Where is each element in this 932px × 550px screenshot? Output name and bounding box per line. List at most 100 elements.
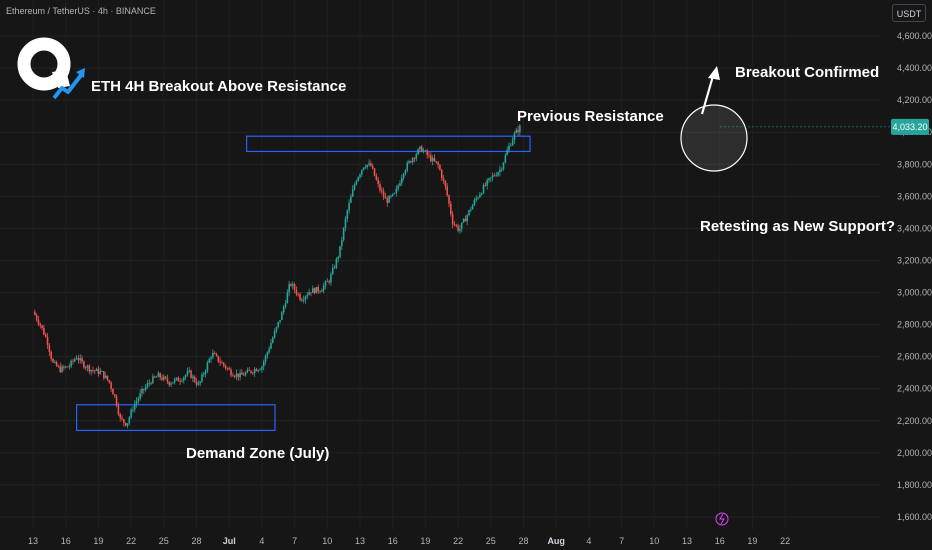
candle-body <box>439 165 441 171</box>
candle-body <box>113 394 116 397</box>
candle-body <box>66 366 69 368</box>
candle-body <box>124 422 127 426</box>
last-price-label: 4,033.20 <box>892 122 927 132</box>
candle-body <box>341 240 343 246</box>
candle-body <box>419 146 421 150</box>
candle-body <box>261 366 263 370</box>
candle-body <box>68 366 71 368</box>
candle-body <box>490 177 492 179</box>
candle-body <box>257 370 260 372</box>
candle-body <box>357 177 359 182</box>
candle-body <box>299 294 301 300</box>
candle-body <box>43 327 45 335</box>
candle-body <box>277 321 280 327</box>
demand-zone <box>75 404 276 432</box>
candle-body <box>55 361 58 367</box>
candle-body <box>411 158 414 163</box>
candle-body <box>81 358 83 362</box>
candle-body <box>199 381 201 384</box>
candle-body <box>130 409 132 418</box>
candle-body <box>101 371 103 372</box>
candle-body <box>224 365 227 369</box>
candle-body <box>511 140 514 146</box>
candle-body <box>453 224 456 226</box>
candle-body <box>388 196 390 203</box>
candle-body <box>61 366 63 373</box>
candle-body <box>415 154 418 159</box>
last-price-tag <box>891 118 929 135</box>
candle-body <box>288 284 290 293</box>
candle-body <box>255 369 258 372</box>
candle-body <box>459 228 461 231</box>
candle-body <box>212 352 214 358</box>
candle-body <box>148 382 151 384</box>
candle-body <box>506 150 508 156</box>
x-tick-label: 19 <box>747 536 757 546</box>
candle-body <box>95 368 98 371</box>
candle-body <box>208 359 211 363</box>
candle-body <box>201 374 203 382</box>
candle-body <box>422 150 425 152</box>
candle-body <box>70 360 72 367</box>
candle-body <box>311 288 314 294</box>
candle-body <box>428 154 430 156</box>
candle-body <box>339 245 341 258</box>
y-tick-label: 3,000.00 <box>897 288 932 298</box>
x-tick-label: 13 <box>682 536 692 546</box>
candle-body <box>93 370 96 372</box>
candle-body <box>397 185 399 189</box>
candle-body <box>248 369 250 371</box>
candle-body <box>313 288 316 294</box>
candle-body <box>246 369 249 373</box>
candle-body <box>404 170 407 174</box>
candle-body <box>508 145 510 151</box>
candle-body <box>488 178 490 181</box>
candle-body <box>391 193 394 196</box>
candle-body <box>204 370 207 375</box>
candle-body <box>137 398 140 402</box>
candle-body <box>497 172 499 176</box>
candle-body <box>195 381 198 385</box>
candle-body <box>317 286 320 292</box>
candle-body <box>460 222 463 229</box>
candle-body <box>233 376 236 378</box>
candle-body <box>230 369 232 376</box>
candle-body <box>304 296 307 300</box>
y-tick-label: 3,600.00 <box>897 191 932 201</box>
candle-body <box>72 360 74 362</box>
candle-body <box>210 357 212 360</box>
candle-body <box>34 311 36 315</box>
candle-body <box>379 183 381 191</box>
candle-body <box>368 163 370 165</box>
zones-layer <box>75 135 531 432</box>
candle-body <box>293 284 296 290</box>
breakout-circle <box>680 104 748 172</box>
candle-body <box>448 195 450 204</box>
candle-body <box>444 180 447 187</box>
candle-body <box>46 336 49 345</box>
currency-button[interactable]: USDT <box>892 4 926 22</box>
candle-body <box>217 355 220 362</box>
candle-body <box>393 193 396 194</box>
candle-body <box>161 377 163 380</box>
candle-body <box>437 162 439 166</box>
candle-body <box>337 257 339 259</box>
candle-body <box>121 417 123 420</box>
candle-body <box>297 294 300 295</box>
candle-body <box>88 365 91 372</box>
candle-body <box>440 170 443 179</box>
candle-body <box>44 334 47 337</box>
x-tick-label: 25 <box>486 536 496 546</box>
candle-body <box>108 380 111 383</box>
candle-body <box>406 162 409 171</box>
candle-body <box>344 218 347 228</box>
x-tick-label: 22 <box>126 536 136 546</box>
candle-body <box>355 181 358 185</box>
candle-body <box>330 274 332 283</box>
candles-layer <box>34 124 521 429</box>
candle-body <box>446 186 448 196</box>
candle-body <box>346 210 349 219</box>
candle-body <box>470 209 472 211</box>
